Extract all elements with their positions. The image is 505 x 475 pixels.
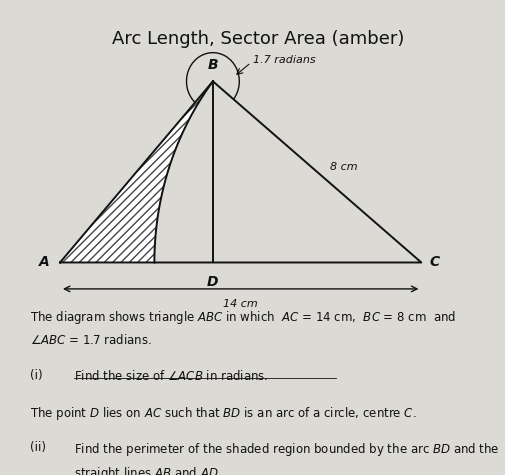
Text: C: C [429, 256, 439, 269]
Text: 1.7 radians: 1.7 radians [252, 55, 315, 65]
Text: The diagram shows triangle $ABC$ in which  $AC$ = 14 cm,  $BC$ = 8 cm  and: The diagram shows triangle $ABC$ in whic… [30, 309, 455, 326]
Polygon shape [60, 81, 213, 263]
Text: $\angle ABC$ = 1.7 radians.: $\angle ABC$ = 1.7 radians. [30, 333, 152, 347]
Text: Arc Length, Sector Area (amber): Arc Length, Sector Area (amber) [112, 30, 403, 48]
Text: (ii): (ii) [30, 441, 46, 454]
Text: 8 cm: 8 cm [329, 162, 357, 172]
Text: B: B [207, 57, 218, 72]
Text: D: D [207, 275, 218, 289]
Text: straight lines $AB$ and $AD$.: straight lines $AB$ and $AD$. [74, 465, 221, 475]
Text: 14 cm: 14 cm [223, 299, 258, 310]
Text: (i): (i) [30, 369, 42, 382]
Text: Find the size of $\angle ACB$ in radians.: Find the size of $\angle ACB$ in radians… [74, 369, 268, 383]
Text: A: A [39, 256, 49, 269]
Text: Find the perimeter of the shaded region bounded by the arc $BD$ and the: Find the perimeter of the shaded region … [74, 441, 498, 458]
Text: The point $D$ lies on $AC$ such that $BD$ is an arc of a circle, centre $C$.: The point $D$ lies on $AC$ such that $BD… [30, 405, 416, 422]
